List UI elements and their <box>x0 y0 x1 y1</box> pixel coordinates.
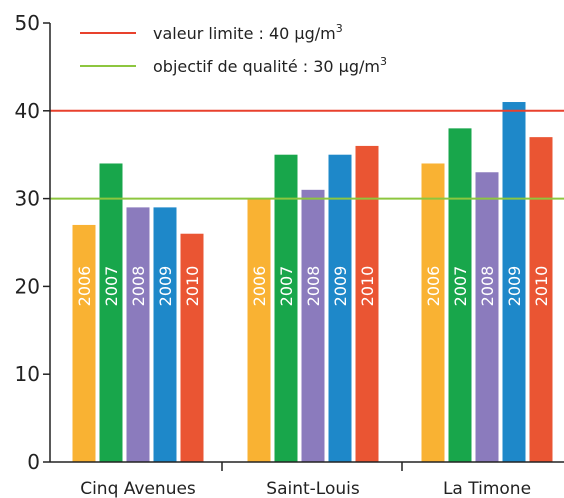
legend-label: objectif de qualité : 30 µg/m3 <box>153 55 387 76</box>
bar-group: 2006 2007 2008 2009 2010 <box>421 102 553 463</box>
y-tick-label: 10 <box>15 362 40 386</box>
bar-year-label: 2010 <box>183 266 202 307</box>
bar-group: 2006 2007 2008 2009 2010 <box>247 145 379 463</box>
y-tick-label: 20 <box>15 274 40 298</box>
y-tick-label: 40 <box>15 99 40 123</box>
y-tick-label: 30 <box>15 187 40 211</box>
y-axis-ticks: 0 10 20 30 40 50 <box>15 11 50 474</box>
bar <box>355 145 379 463</box>
bar-year-label: 2008 <box>129 266 148 307</box>
bar-year-label: 2010 <box>358 266 377 307</box>
bar <box>328 154 352 462</box>
bar-group: 2006 2007 2008 2009 2010 <box>72 163 204 463</box>
bar <box>421 163 445 463</box>
x-category-label: Saint-Louis <box>266 479 360 498</box>
bar-year-label: 2007 <box>451 266 470 307</box>
x-category-label: La Timone <box>443 479 531 498</box>
legend-label-superscript: 3 <box>380 55 387 68</box>
bar <box>247 198 271 462</box>
bar <box>274 154 298 462</box>
legend-label: valeur limite : 40 µg/m3 <box>153 22 343 43</box>
bar-year-label: 2006 <box>75 266 94 307</box>
legend-label-superscript: 3 <box>336 22 343 35</box>
legend-label-text: objectif de qualité : 30 µg/m <box>153 57 380 76</box>
bar <box>448 128 472 463</box>
bar-year-label: 2006 <box>250 266 269 307</box>
bar-year-label: 2008 <box>304 266 323 307</box>
bar-year-label: 2009 <box>331 266 350 307</box>
bar <box>153 207 177 462</box>
bar-year-label: 2009 <box>505 266 524 307</box>
legend-item: valeur limite : 40 µg/m3 <box>80 22 343 43</box>
bar <box>529 137 553 462</box>
bar-year-label: 2009 <box>156 266 175 307</box>
y-tick-label: 0 <box>27 450 40 474</box>
reference-lines <box>50 109 564 200</box>
legend-item: objectif de qualité : 30 µg/m3 <box>80 55 387 76</box>
bar-year-label: 2007 <box>277 266 296 307</box>
y-tick-label: 50 <box>15 11 40 35</box>
x-axis-categories: Cinq Avenues Saint-Louis La Timone <box>80 462 531 498</box>
legend-label-text: valeur limite : 40 µg/m <box>153 24 336 43</box>
bar <box>502 102 526 463</box>
bar-groups: 2006 2007 2008 2009 2010 2006 2007 2008 2009 2010… <box>72 102 553 463</box>
bar <box>126 207 150 462</box>
bar <box>99 163 123 463</box>
bar-year-label: 2006 <box>424 266 443 307</box>
bar <box>72 224 96 462</box>
x-category-label: Cinq Avenues <box>80 479 196 498</box>
bar-year-label: 2008 <box>478 266 497 307</box>
bar <box>180 233 204 462</box>
axes <box>49 23 564 463</box>
bar-year-label: 2010 <box>532 266 551 307</box>
bar <box>475 172 499 462</box>
bar-year-label: 2007 <box>102 266 121 307</box>
bar <box>301 189 325 462</box>
